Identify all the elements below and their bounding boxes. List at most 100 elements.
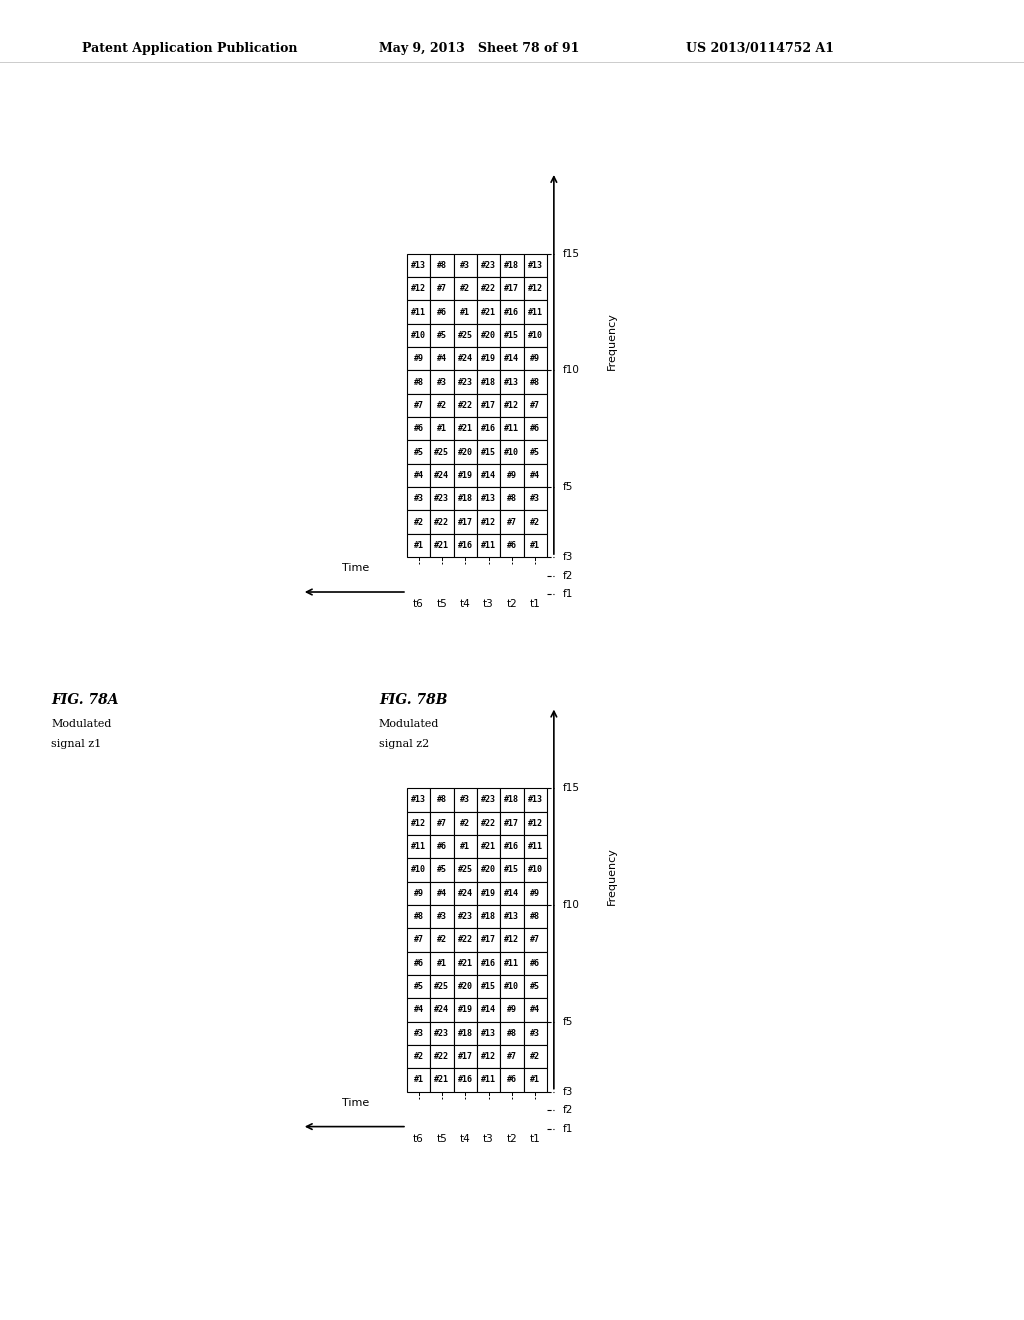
Text: #9: #9 — [530, 888, 541, 898]
Bar — [477, 882, 500, 906]
Bar — [500, 998, 523, 1022]
Text: signal z1: signal z1 — [51, 739, 101, 750]
Text: #4: #4 — [414, 1006, 424, 1015]
Bar — [477, 975, 500, 998]
Bar — [500, 347, 523, 371]
Text: #14: #14 — [481, 471, 496, 480]
Text: #7: #7 — [530, 936, 541, 945]
Text: f3: f3 — [563, 552, 573, 562]
Bar — [454, 836, 477, 858]
Text: #17: #17 — [505, 284, 519, 293]
Bar — [477, 393, 500, 417]
Text: #22: #22 — [458, 936, 473, 945]
Bar — [454, 347, 477, 371]
Text: #1: #1 — [437, 958, 446, 968]
Text: #16: #16 — [481, 424, 496, 433]
Bar — [477, 371, 500, 393]
Bar — [477, 347, 500, 371]
Bar — [407, 253, 430, 277]
Text: #9: #9 — [414, 354, 424, 363]
Text: #24: #24 — [458, 888, 473, 898]
Text: f5: f5 — [563, 1016, 573, 1027]
Text: f15: f15 — [563, 248, 581, 259]
Text: #17: #17 — [458, 1052, 473, 1061]
Bar — [477, 1045, 500, 1068]
Bar — [500, 441, 523, 463]
Bar — [500, 301, 523, 323]
Text: #17: #17 — [505, 818, 519, 828]
Text: #3: #3 — [437, 912, 446, 921]
Text: #18: #18 — [505, 261, 519, 269]
Text: #2: #2 — [414, 517, 424, 527]
Text: #6: #6 — [414, 424, 424, 433]
Text: #2: #2 — [437, 936, 446, 945]
Bar — [454, 393, 477, 417]
Bar — [430, 347, 454, 371]
Bar — [454, 998, 477, 1022]
Text: #22: #22 — [434, 517, 450, 527]
Bar — [500, 1022, 523, 1045]
Text: #15: #15 — [505, 331, 519, 339]
Text: #16: #16 — [458, 541, 473, 550]
Bar — [500, 511, 523, 533]
Text: #15: #15 — [481, 447, 496, 457]
Bar — [500, 533, 523, 557]
Text: t2: t2 — [507, 1134, 517, 1143]
Bar — [477, 301, 500, 323]
Text: #17: #17 — [458, 517, 473, 527]
Text: #4: #4 — [437, 354, 446, 363]
Bar — [407, 301, 430, 323]
Bar — [500, 1068, 523, 1092]
Text: #9: #9 — [507, 1006, 517, 1015]
Bar — [500, 253, 523, 277]
Text: #23: #23 — [434, 494, 450, 503]
Text: #19: #19 — [481, 354, 496, 363]
Text: #5: #5 — [414, 982, 424, 991]
Bar — [523, 836, 547, 858]
Text: t4: t4 — [460, 599, 471, 609]
Bar — [430, 975, 454, 998]
Bar — [407, 952, 430, 975]
Text: #7: #7 — [507, 517, 517, 527]
Bar — [477, 812, 500, 836]
Text: #18: #18 — [458, 1028, 473, 1038]
Text: #8: #8 — [507, 1028, 517, 1038]
Text: #13: #13 — [411, 261, 426, 269]
Bar — [454, 928, 477, 952]
Bar — [523, 858, 547, 882]
Bar — [500, 906, 523, 928]
Bar — [430, 371, 454, 393]
Bar — [523, 1045, 547, 1068]
Bar — [430, 858, 454, 882]
Text: #18: #18 — [458, 494, 473, 503]
Bar — [523, 998, 547, 1022]
Text: #4: #4 — [530, 471, 541, 480]
Text: #7: #7 — [437, 284, 446, 293]
Bar — [454, 511, 477, 533]
Text: #10: #10 — [527, 331, 543, 339]
Bar — [477, 1022, 500, 1045]
Text: #12: #12 — [411, 818, 426, 828]
Text: #11: #11 — [481, 541, 496, 550]
Bar — [500, 836, 523, 858]
Text: #6: #6 — [437, 842, 446, 851]
Text: f1: f1 — [563, 589, 573, 599]
Bar — [477, 323, 500, 347]
Text: #6: #6 — [507, 1076, 517, 1085]
Text: Frequency: Frequency — [607, 313, 617, 370]
Bar — [407, 417, 430, 441]
Bar — [407, 812, 430, 836]
Bar — [454, 533, 477, 557]
Bar — [407, 347, 430, 371]
Bar — [454, 906, 477, 928]
Bar — [430, 788, 454, 812]
Bar — [523, 928, 547, 952]
Bar — [454, 952, 477, 975]
Bar — [430, 417, 454, 441]
Bar — [407, 511, 430, 533]
Bar — [430, 928, 454, 952]
Bar — [430, 441, 454, 463]
Bar — [523, 371, 547, 393]
Text: #14: #14 — [481, 1006, 496, 1015]
Text: #25: #25 — [434, 982, 450, 991]
